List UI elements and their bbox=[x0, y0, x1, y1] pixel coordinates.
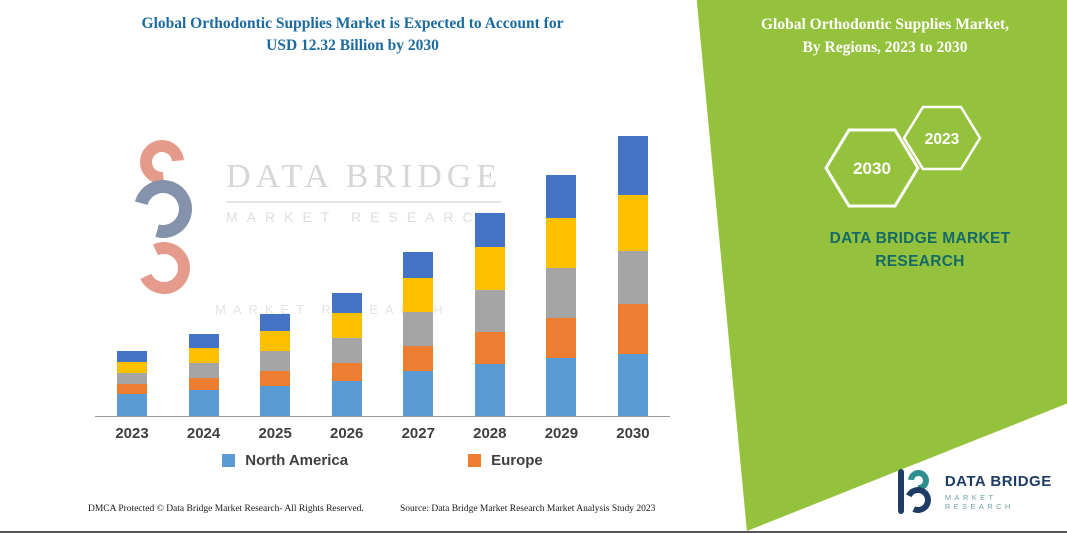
brand-logo-text: DATA BRIDGE MARKET RESEARCH bbox=[945, 473, 1067, 511]
bar-2029 bbox=[546, 175, 577, 416]
bar-segment bbox=[117, 373, 147, 385]
x-axis-label: 2024 bbox=[186, 425, 221, 442]
bar-segment bbox=[117, 384, 147, 394]
watermark-text: DATA BRIDGE MARKET RESEARCH bbox=[226, 158, 502, 333]
bar-segment bbox=[331, 313, 362, 339]
hexagon-2023-year: 2023 bbox=[925, 131, 960, 148]
x-axis-label: 2026 bbox=[330, 425, 364, 442]
x-axis-label: 2029 bbox=[544, 425, 579, 442]
watermark-faint-text: MARKET RESEARCH bbox=[215, 302, 450, 317]
brand-heading-line1: DATA BRIDGE MARKET bbox=[829, 230, 1011, 247]
bar-segment bbox=[188, 390, 219, 416]
right-panel-title: Global Orthodontic Supplies Market, By R… bbox=[718, 13, 1052, 59]
bar-2027 bbox=[403, 252, 434, 416]
bar-segment bbox=[331, 293, 362, 314]
x-axis-label: 2025 bbox=[258, 425, 292, 442]
brand-logo-subtitle: MARKET RESEARCH bbox=[944, 493, 1014, 511]
bar-2024 bbox=[188, 334, 219, 416]
bar-segment bbox=[474, 213, 505, 248]
bar-segment bbox=[260, 386, 291, 416]
brand-logo-stem-icon bbox=[898, 469, 904, 514]
bar-segment bbox=[474, 290, 505, 333]
bar-segment bbox=[260, 351, 291, 372]
bar-segment bbox=[617, 304, 648, 355]
bar-2023 bbox=[117, 351, 147, 416]
x-axis-label: 2023 bbox=[115, 425, 149, 442]
legend-item: Europe bbox=[468, 452, 543, 469]
watermark: DATA BRIDGE MARKET RESEARCH bbox=[123, 131, 502, 333]
chart-legend: North America Europe bbox=[95, 452, 670, 469]
bar-2028 bbox=[474, 213, 505, 416]
x-axis-label: 2027 bbox=[401, 425, 435, 442]
brand-logo-icon bbox=[897, 465, 936, 517]
bar-segment bbox=[617, 354, 648, 416]
bar-segment bbox=[474, 364, 505, 416]
chart-title-line1: Global Orthodontic Supplies Market is Ex… bbox=[141, 15, 564, 32]
bar-segment bbox=[331, 363, 362, 382]
bar-segment bbox=[403, 312, 434, 347]
bar-segment bbox=[331, 381, 362, 416]
watermark-brand-name: DATA BRIDGE bbox=[226, 158, 503, 195]
bar-2030 bbox=[617, 136, 648, 416]
bar-segment bbox=[546, 268, 577, 319]
bar-segment bbox=[474, 247, 505, 291]
bar-segment bbox=[617, 251, 648, 305]
bar-segment bbox=[546, 218, 577, 269]
legend-swatch-icon bbox=[222, 454, 236, 467]
chart-plot bbox=[95, 120, 670, 417]
dmca-notice: DMCA Protected © Data Bridge Market Rese… bbox=[88, 504, 364, 514]
bar-segment bbox=[403, 278, 434, 313]
bar-segment bbox=[117, 394, 147, 416]
brand-heading: DATA BRIDGE MARKET RESEARCH bbox=[795, 227, 1045, 273]
hexagon-2023-outline bbox=[902, 105, 982, 171]
bar-segment bbox=[117, 351, 147, 363]
brand-logo-arc-bottom-icon bbox=[901, 483, 935, 517]
bar-segment bbox=[474, 332, 505, 365]
bar-segment bbox=[117, 362, 147, 374]
bar-segment bbox=[403, 346, 434, 372]
x-axis-label: 2030 bbox=[616, 425, 650, 442]
watermark-brand-subtitle: MARKET RESEARCH bbox=[226, 201, 501, 225]
bar-segment bbox=[188, 363, 219, 379]
bar-segment bbox=[617, 136, 648, 196]
bar-segment bbox=[546, 175, 577, 219]
legend-label: Europe bbox=[491, 452, 543, 469]
legend-label: North America bbox=[245, 452, 349, 469]
x-axis-labels: 2023 2024 2025 2026 2027 2028 2029 2030 bbox=[95, 425, 670, 442]
bar-2026 bbox=[331, 293, 362, 416]
year-hexagons: 2030 2023 bbox=[824, 105, 982, 208]
bar-segment bbox=[403, 252, 434, 279]
bar-segment bbox=[188, 378, 219, 391]
right-panel-title-line2: By Regions, 2023 to 2030 bbox=[802, 39, 968, 56]
chart-title-line2: USD 12.32 Billion by 2030 bbox=[266, 37, 439, 54]
bar-segment bbox=[188, 348, 219, 364]
legend-item: North America bbox=[222, 452, 348, 469]
hexagon-2030-outline bbox=[824, 128, 920, 208]
bar-2025 bbox=[260, 314, 291, 416]
brand-heading-line2: RESEARCH bbox=[875, 253, 965, 270]
bar-segment bbox=[331, 338, 362, 364]
right-panel-title-line1: Global Orthodontic Supplies Market, bbox=[760, 16, 1010, 33]
legend-swatch-icon bbox=[468, 454, 482, 467]
source-note: Source: Data Bridge Market Research Mark… bbox=[400, 504, 656, 514]
bar-segment bbox=[260, 331, 291, 352]
hexagon-2030-year: 2030 bbox=[853, 159, 891, 178]
bar-segment bbox=[546, 358, 577, 416]
bar-segment bbox=[546, 318, 577, 359]
bar-segment bbox=[617, 195, 648, 252]
bar-segment bbox=[260, 314, 291, 332]
x-axis-label: 2028 bbox=[473, 425, 507, 442]
bar-segment bbox=[188, 334, 219, 349]
brand-logo-name: DATA BRIDGE bbox=[944, 473, 1052, 490]
bar-segment bbox=[403, 371, 434, 416]
brand-logo: DATA BRIDGE MARKET RESEARCH bbox=[897, 465, 1067, 517]
chart-title: Global Orthodontic Supplies Market is Ex… bbox=[45, 13, 660, 57]
bar-segment bbox=[260, 371, 291, 387]
